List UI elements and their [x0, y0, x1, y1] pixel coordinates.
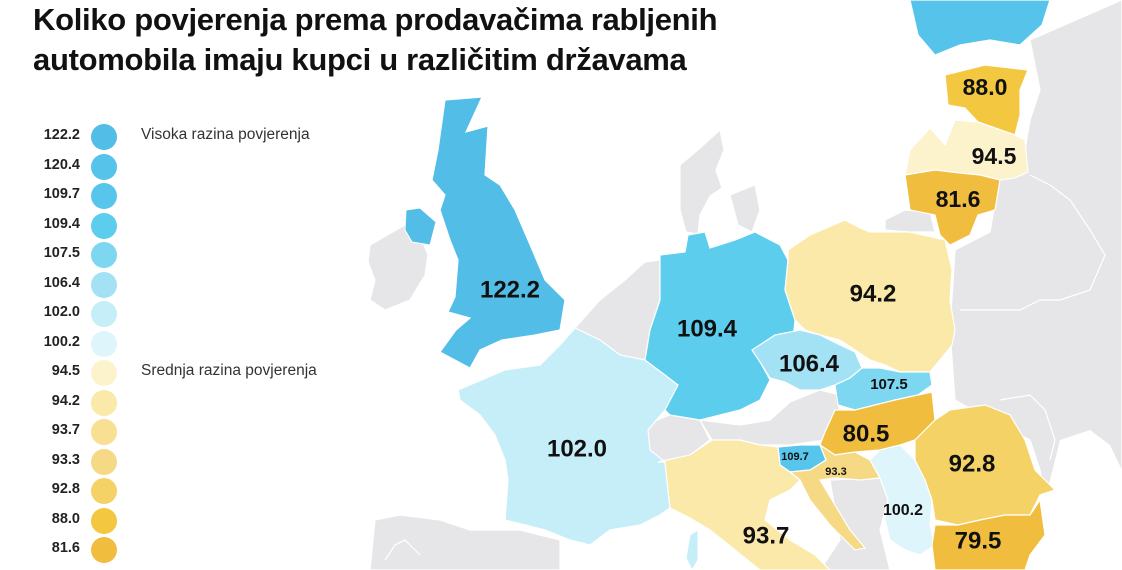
chart-title: Koliko povjerenja prema prodavačima rabl…: [33, 0, 718, 80]
map-label-romania: 92.8: [949, 450, 996, 477]
legend-dot: [91, 478, 117, 504]
legend-value: 106.4: [43, 275, 80, 291]
map-label-hungary: 80.5: [843, 420, 890, 447]
legend-item: 92.8: [0, 476, 360, 504]
legend-item: 102.0: [0, 299, 360, 327]
legend-dot: [91, 154, 117, 180]
legend-item: 107.5: [0, 240, 360, 268]
map-label-poland: 94.2: [850, 280, 897, 307]
map-label-germany: 109.4: [677, 315, 738, 342]
legend-item: 93.3: [0, 447, 360, 475]
region-finland: [909, 0, 1051, 56]
legend-dot: [91, 301, 117, 327]
legend-item: 100.2: [0, 329, 360, 357]
legend-value: 102.0: [43, 304, 80, 320]
legend-medium-label: Srednja razina povjerenja: [141, 362, 317, 379]
legend-dot: [91, 242, 117, 268]
legend-value: 109.7: [43, 186, 80, 202]
legend-dot: [91, 360, 117, 386]
chart-title-line-2: automobila imaju kupci u različitim drža…: [33, 42, 687, 77]
region-east-nodata: [949, 0, 1122, 570]
map-label-bulgaria: 79.5: [955, 527, 1002, 554]
legend-dot: [91, 331, 117, 357]
legend-dot: [91, 183, 117, 209]
legend-item: 94.5 Srednja razina povjerenja: [0, 358, 360, 386]
region-poland: [784, 219, 956, 373]
legend-value: 88.0: [51, 511, 80, 527]
legend-value: 94.5: [51, 363, 80, 379]
legend-value: 94.2: [51, 393, 80, 409]
map-label-czech: 106.4: [779, 350, 840, 377]
region-italy: [657, 439, 831, 570]
region-portugal-border: [384, 539, 421, 561]
map-label-italy: 93.7: [743, 522, 790, 549]
legend-dot: [91, 537, 117, 563]
black-sea: [1030, 430, 1122, 570]
legend-dot: [91, 390, 117, 416]
legend-high-label: Visoka razina povjerenja: [141, 126, 310, 143]
map-label-uk: 122.2: [480, 276, 540, 303]
legend-value: 93.7: [51, 422, 80, 438]
region-denmark-island: [729, 184, 761, 233]
legend-dot: [91, 213, 117, 239]
legend-item: 94.2: [0, 388, 360, 416]
region-belarus-border: [960, 174, 1106, 311]
legend-value: 122.2: [43, 127, 80, 143]
region-lithuania: [904, 169, 1001, 246]
legend-dot: [91, 508, 117, 534]
map-label-latvia: 94.5: [972, 143, 1017, 169]
legend-value: 81.6: [51, 540, 80, 556]
legend-value: 93.3: [51, 452, 80, 468]
legend-value: 109.4: [43, 216, 80, 232]
legend-value: 100.2: [43, 334, 80, 350]
map-label-france: 102.0: [547, 435, 607, 462]
legend-dot: [91, 419, 117, 445]
legend-item: 109.4: [0, 211, 360, 239]
region-kaliningrad: [884, 209, 936, 233]
legend-item: 106.4: [0, 270, 360, 298]
region-uk: [431, 96, 566, 369]
region-moldova-border: [999, 394, 1056, 461]
chart-title-line-1: Koliko povjerenja prema prodavačima rabl…: [33, 2, 718, 37]
legend-item: 122.2 Visoka razina povjerenja: [0, 122, 360, 150]
legend-dot: [91, 449, 117, 475]
legend-item: 120.4: [0, 152, 360, 180]
legend-value: 92.8: [51, 481, 80, 497]
region-corsica: [685, 529, 699, 570]
region-northern-ireland: [404, 207, 437, 246]
map-label-croatia: 93.3: [825, 466, 846, 478]
region-spain: [369, 514, 561, 570]
map-label-estonia: 88.0: [963, 74, 1008, 100]
legend-item: 109.7: [0, 181, 360, 209]
legend-item: 88.0: [0, 506, 360, 534]
legend-item: 93.7: [0, 417, 360, 445]
legend-item: 81.6: [0, 535, 360, 563]
legend-dot: [91, 124, 117, 150]
legend-value: 107.5: [43, 245, 80, 261]
map-label-serbia: 100.2: [883, 502, 923, 519]
map-label-slovenia: 109.7: [781, 451, 809, 463]
legend-value: 120.4: [43, 157, 80, 173]
region-romania: [914, 404, 1057, 526]
map-label-slovakia: 107.5: [870, 376, 908, 393]
legend-dot: [91, 272, 117, 298]
region-denmark: [679, 128, 725, 235]
map-label-lithuania: 81.6: [936, 186, 981, 212]
region-bulgaria: [931, 498, 1046, 570]
